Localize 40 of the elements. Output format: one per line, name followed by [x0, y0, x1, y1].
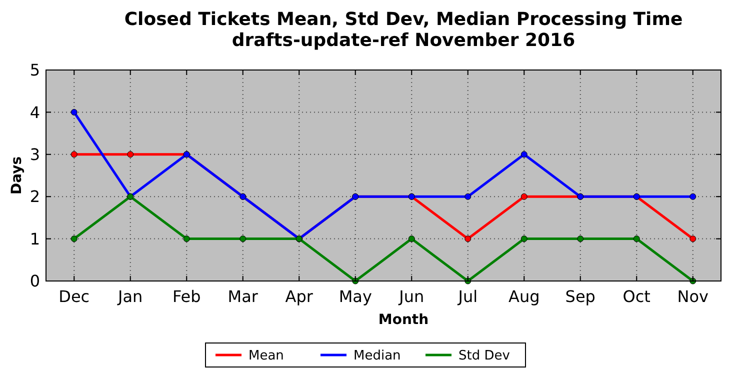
x-tick-label: May — [338, 287, 372, 306]
x-axis-title: Month — [378, 312, 429, 328]
point — [690, 193, 696, 200]
y-tick-label: 1 — [30, 229, 40, 248]
y-tick-label: 0 — [30, 272, 40, 291]
y-tick-label: 4 — [30, 102, 40, 122]
point — [127, 151, 134, 158]
chart-title: Closed Tickets Mean, Std Dev, Median Processing Time drafts-update-ref November 2016 — [124, 9, 683, 51]
x-tick-label: Feb — [172, 287, 201, 306]
point — [240, 236, 246, 242]
point — [70, 236, 78, 242]
x-tick-label: Nov — [677, 287, 708, 306]
y-tick-label: 2 — [30, 187, 40, 206]
x-tick-label: Jan — [117, 287, 143, 306]
point — [183, 236, 190, 242]
legend-label: Median — [354, 348, 401, 364]
point — [408, 236, 415, 242]
point — [70, 151, 78, 158]
legend-label: Std Dev — [458, 348, 510, 364]
x-tick-label: Jul — [457, 287, 478, 306]
x-tick-label: Oct — [622, 287, 650, 306]
point — [464, 193, 472, 200]
point — [520, 151, 528, 158]
x-tick-label: Apr — [285, 287, 314, 306]
point — [633, 236, 640, 242]
x-tick-label: Sep — [565, 287, 596, 306]
legend-label: Mean — [248, 348, 284, 364]
point — [464, 236, 472, 242]
y-tick-label: 3 — [30, 145, 40, 164]
x-tick-label: Aug — [508, 287, 540, 306]
x-tick-label: Dec — [58, 287, 90, 306]
point — [70, 108, 78, 116]
y-axis-title: Days — [9, 156, 25, 195]
point — [520, 236, 528, 242]
point — [690, 236, 696, 242]
point — [577, 236, 584, 242]
x-tick-label: Jun — [398, 287, 424, 306]
y-tick-label: 5 — [30, 60, 40, 80]
point — [520, 193, 528, 200]
x-tick-label: Mar — [228, 287, 258, 306]
